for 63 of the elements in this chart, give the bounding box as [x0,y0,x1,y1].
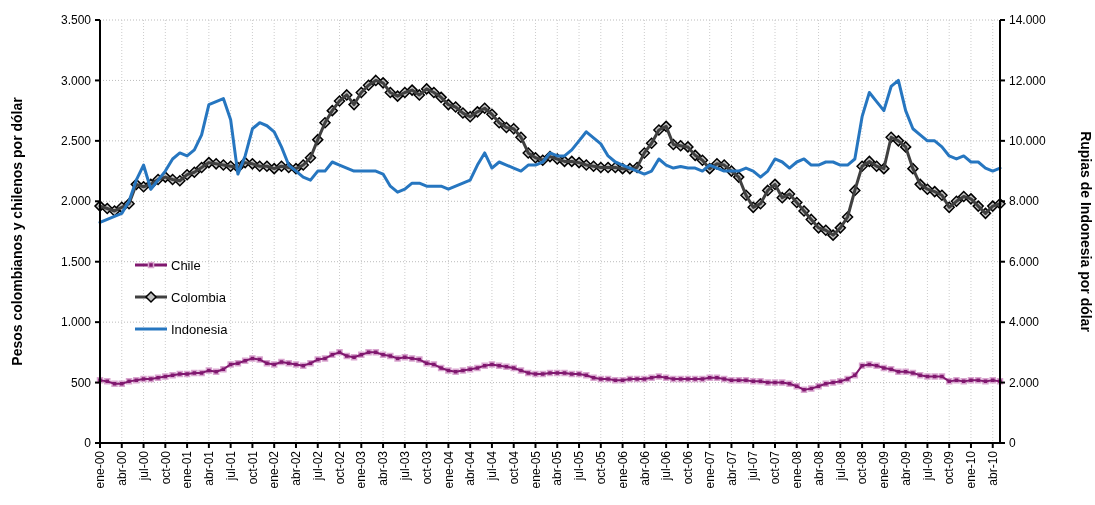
x-tick-label: ene-05 [528,450,543,489]
y-tick-label: 3.500 [60,13,92,28]
y-tick-label: 2.500 [60,134,92,149]
y2-axis-title: Rupias de Indonesia por dólar [1078,131,1094,333]
x-tick-label: oct-05 [594,450,609,485]
x-tick-label: ene-06 [615,450,630,489]
y2-tick-label: 0 [1009,436,1016,451]
x-tick-label: jul-09 [920,450,935,482]
x-tick-label: abr-05 [550,450,565,486]
y2-tick-label: 8.000 [1009,194,1040,209]
legend-label: Indonesia [171,321,229,337]
x-tick-label: ene-09 [877,450,892,489]
y-tick-label: 1.000 [60,315,92,330]
x-tick-label: oct-03 [419,450,434,485]
legend-label: Colombia [171,289,227,305]
x-tick-label: oct-07 [768,450,783,485]
x-tick-label: abr-03 [376,450,391,486]
y2-tick-label: 12.000 [1009,73,1047,88]
y-axis-title: Pesos colombianos y chilenos por dólar [9,96,25,366]
y-tick-label: 3.000 [60,73,92,88]
x-tick-label: oct-00 [158,450,173,485]
x-tick-label: ene-04 [441,450,456,489]
y-tick-label: 500 [70,375,92,390]
x-tick-label: oct-06 [681,450,696,485]
x-tick-label: abr-08 [811,450,826,486]
x-tick-label: jul-02 [310,450,325,482]
y2-tick-label: 14.000 [1009,13,1047,28]
x-tick-label: oct-01 [245,450,260,485]
x-tick-label: abr-09 [898,450,913,486]
x-tick-label: oct-09 [942,450,957,485]
x-tick-label: jul-08 [833,450,848,482]
y2-tick-label: 6.000 [1009,254,1040,269]
legend-label: Chile [171,257,201,273]
y-tick-label: 2.000 [60,194,92,209]
x-tick-label: ene-00 [93,450,108,489]
y-tick-label: 1.500 [60,254,92,269]
x-tick-label: abr-07 [724,450,739,486]
x-tick-label: abr-06 [637,450,652,486]
x-tick-label: abr-00 [114,450,129,486]
x-tick-label: oct-08 [855,450,870,485]
x-tick-label: jul-07 [746,450,761,482]
x-tick-label: ene-03 [354,450,369,489]
x-tick-label: jul-06 [659,450,674,482]
y-tick-label: 0 [84,436,92,451]
x-tick-label: abr-04 [463,450,478,486]
x-tick-label: ene-10 [964,450,979,489]
x-tick-label: jul-00 [136,450,151,482]
y2-tick-label: 2.000 [1009,375,1040,390]
x-tick-label: abr-10 [985,450,1000,486]
x-tick-label: jul-03 [398,450,413,482]
x-tick-label: ene-08 [789,450,804,489]
x-tick-label: abr-02 [289,450,304,486]
x-tick-label: ene-01 [180,450,195,489]
x-tick-label: jul-04 [485,450,500,482]
x-tick-label: jul-01 [223,450,238,482]
x-tick-label: oct-04 [506,450,521,485]
y2-tick-label: 4.000 [1009,315,1040,330]
y2-tick-label: 10.000 [1009,134,1047,149]
x-tick-label: ene-02 [267,450,282,489]
x-tick-label: jul-05 [572,450,587,482]
x-tick-label: oct-02 [332,450,347,485]
x-tick-label: ene-07 [702,450,717,489]
x-tick-label: abr-01 [202,450,217,486]
